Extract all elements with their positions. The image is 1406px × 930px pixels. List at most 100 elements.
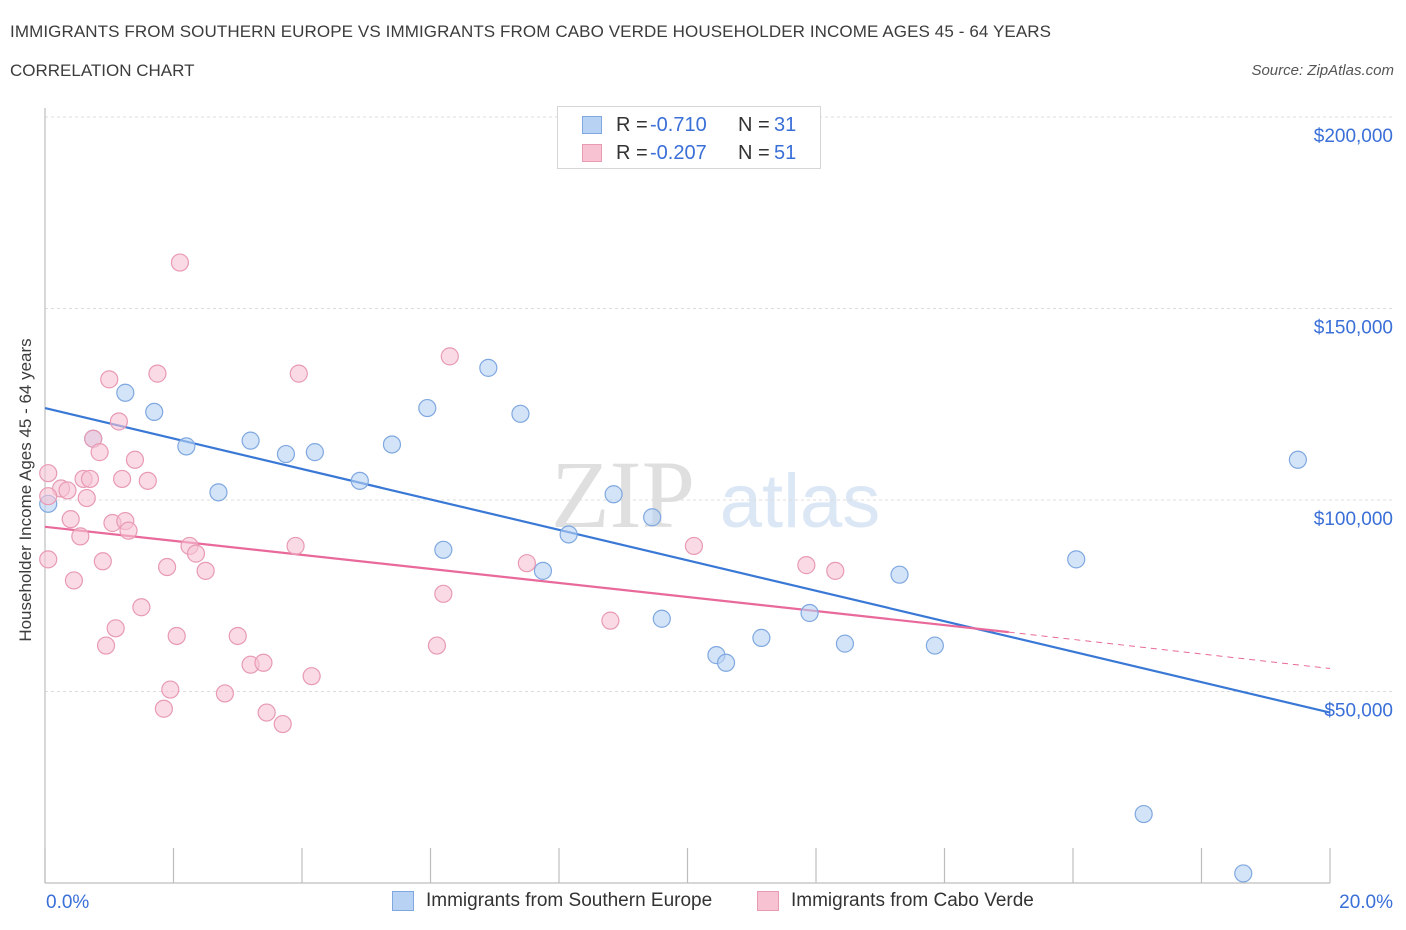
point-cabo-verde [93, 552, 112, 571]
source-label: Source: ZipAtlas.com [1251, 62, 1394, 79]
point-southern-europe [350, 471, 369, 490]
point-southern-europe [1234, 864, 1253, 883]
point-cabo-verde [106, 619, 125, 638]
point-cabo-verde [80, 469, 100, 489]
point-cabo-verde [39, 550, 58, 569]
y-axis-label-text: Householder Income Ages 45 - 64 years [16, 338, 35, 642]
x-tick-label: 20.0% [1339, 892, 1393, 913]
point-southern-europe [479, 358, 498, 377]
chart-title: IMMIGRANTS FROM SOUTHERN EUROPE VS IMMIG… [10, 22, 1052, 41]
point-cabo-verde [228, 626, 247, 646]
point-cabo-verde [196, 561, 215, 580]
y-tick-label: $50,000 [1324, 701, 1393, 722]
point-cabo-verde [61, 510, 80, 529]
point-southern-europe [925, 636, 944, 655]
trend-line-cabo-verde-extension [1008, 631, 1331, 670]
point-cabo-verde [58, 481, 77, 500]
series-swatch-blue [392, 891, 414, 911]
grid-lines [45, 116, 1392, 692]
point-cabo-verde [90, 443, 109, 462]
point-cabo-verde [215, 684, 234, 703]
point-cabo-verde [254, 653, 273, 672]
point-southern-europe [1134, 804, 1153, 824]
series-name: Immigrants from Southern Europe [426, 890, 713, 911]
legend-n-value: 51 [774, 142, 797, 164]
y-tick-label: $100,000 [1314, 509, 1393, 530]
point-southern-europe [511, 404, 530, 423]
point-cabo-verde [440, 347, 459, 366]
point-cabo-verde [167, 626, 186, 646]
point-southern-europe [116, 383, 135, 402]
point-cabo-verde [112, 469, 132, 489]
point-cabo-verde [797, 556, 816, 575]
point-cabo-verde [161, 680, 180, 699]
data-points [39, 253, 1307, 883]
point-cabo-verde [109, 412, 128, 431]
point-cabo-verde [119, 521, 138, 540]
point-southern-europe [559, 525, 578, 544]
point-cabo-verde [132, 598, 151, 617]
point-southern-europe [716, 653, 736, 672]
point-southern-europe [177, 437, 196, 456]
point-cabo-verde [434, 584, 453, 603]
point-southern-europe [800, 603, 819, 623]
point-southern-europe [643, 508, 662, 527]
legend-r-label: R = [616, 114, 648, 136]
series-name: Immigrants from Cabo Verde [791, 890, 1034, 911]
point-cabo-verde [427, 636, 447, 655]
tick-labels: $50,000 $100,000 $150,000 $200,000 0.0% 20.0% [46, 126, 1393, 913]
point-cabo-verde [289, 364, 308, 383]
point-cabo-verde [77, 488, 96, 508]
point-cabo-verde [257, 703, 276, 722]
point-southern-europe [752, 628, 771, 647]
point-cabo-verde [157, 557, 177, 577]
point-cabo-verde [273, 714, 292, 734]
point-cabo-verde [100, 370, 119, 389]
point-cabo-verde [96, 636, 116, 655]
point-cabo-verde [601, 611, 620, 630]
point-southern-europe [434, 540, 453, 559]
y-tick-label: $150,000 [1314, 318, 1393, 339]
series-swatch-pink [757, 891, 779, 911]
point-cabo-verde [148, 364, 167, 383]
point-southern-europe [890, 565, 909, 584]
point-southern-europe [145, 402, 164, 422]
legend-swatch-pink [582, 144, 602, 162]
correlation-legend: R = -0.710 N = 31 R = -0.207 N = 51 [557, 106, 821, 169]
trend-line-cabo-verde [44, 525, 1009, 634]
point-southern-europe [1288, 450, 1307, 469]
point-cabo-verde [517, 554, 536, 573]
legend-r-label: R = [616, 142, 648, 164]
watermark: ZIP atlas [551, 441, 880, 548]
point-cabo-verde [302, 667, 321, 686]
chart-subtitle: CORRELATION CHART [10, 61, 195, 80]
point-cabo-verde [39, 487, 58, 506]
x-tick-label: 0.0% [46, 892, 89, 913]
point-southern-europe [604, 485, 623, 504]
point-cabo-verde [71, 527, 90, 546]
point-southern-europe [241, 431, 260, 450]
point-cabo-verde [64, 571, 84, 590]
trend-lines [44, 407, 1331, 714]
point-cabo-verde [826, 561, 845, 580]
point-southern-europe [652, 609, 671, 628]
point-southern-europe [835, 634, 855, 653]
point-southern-europe [209, 483, 228, 502]
legend-n-label: N = [738, 142, 770, 164]
trend-line-southern-europe [44, 407, 1331, 714]
point-southern-europe [418, 398, 437, 418]
point-cabo-verde [39, 464, 58, 483]
point-cabo-verde [684, 536, 704, 556]
y-tick-label: $200,000 [1314, 126, 1393, 147]
legend-row-cabo-verde: R = -0.207 N = 51 [558, 140, 820, 166]
legend-swatch-blue [582, 116, 602, 134]
point-cabo-verde [138, 471, 157, 490]
point-southern-europe [533, 561, 553, 580]
point-cabo-verde [186, 544, 206, 563]
point-cabo-verde [154, 699, 173, 718]
point-cabo-verde [286, 536, 305, 556]
point-cabo-verde [125, 450, 145, 469]
legend-n-value: 31 [774, 114, 797, 136]
point-southern-europe [276, 444, 296, 464]
